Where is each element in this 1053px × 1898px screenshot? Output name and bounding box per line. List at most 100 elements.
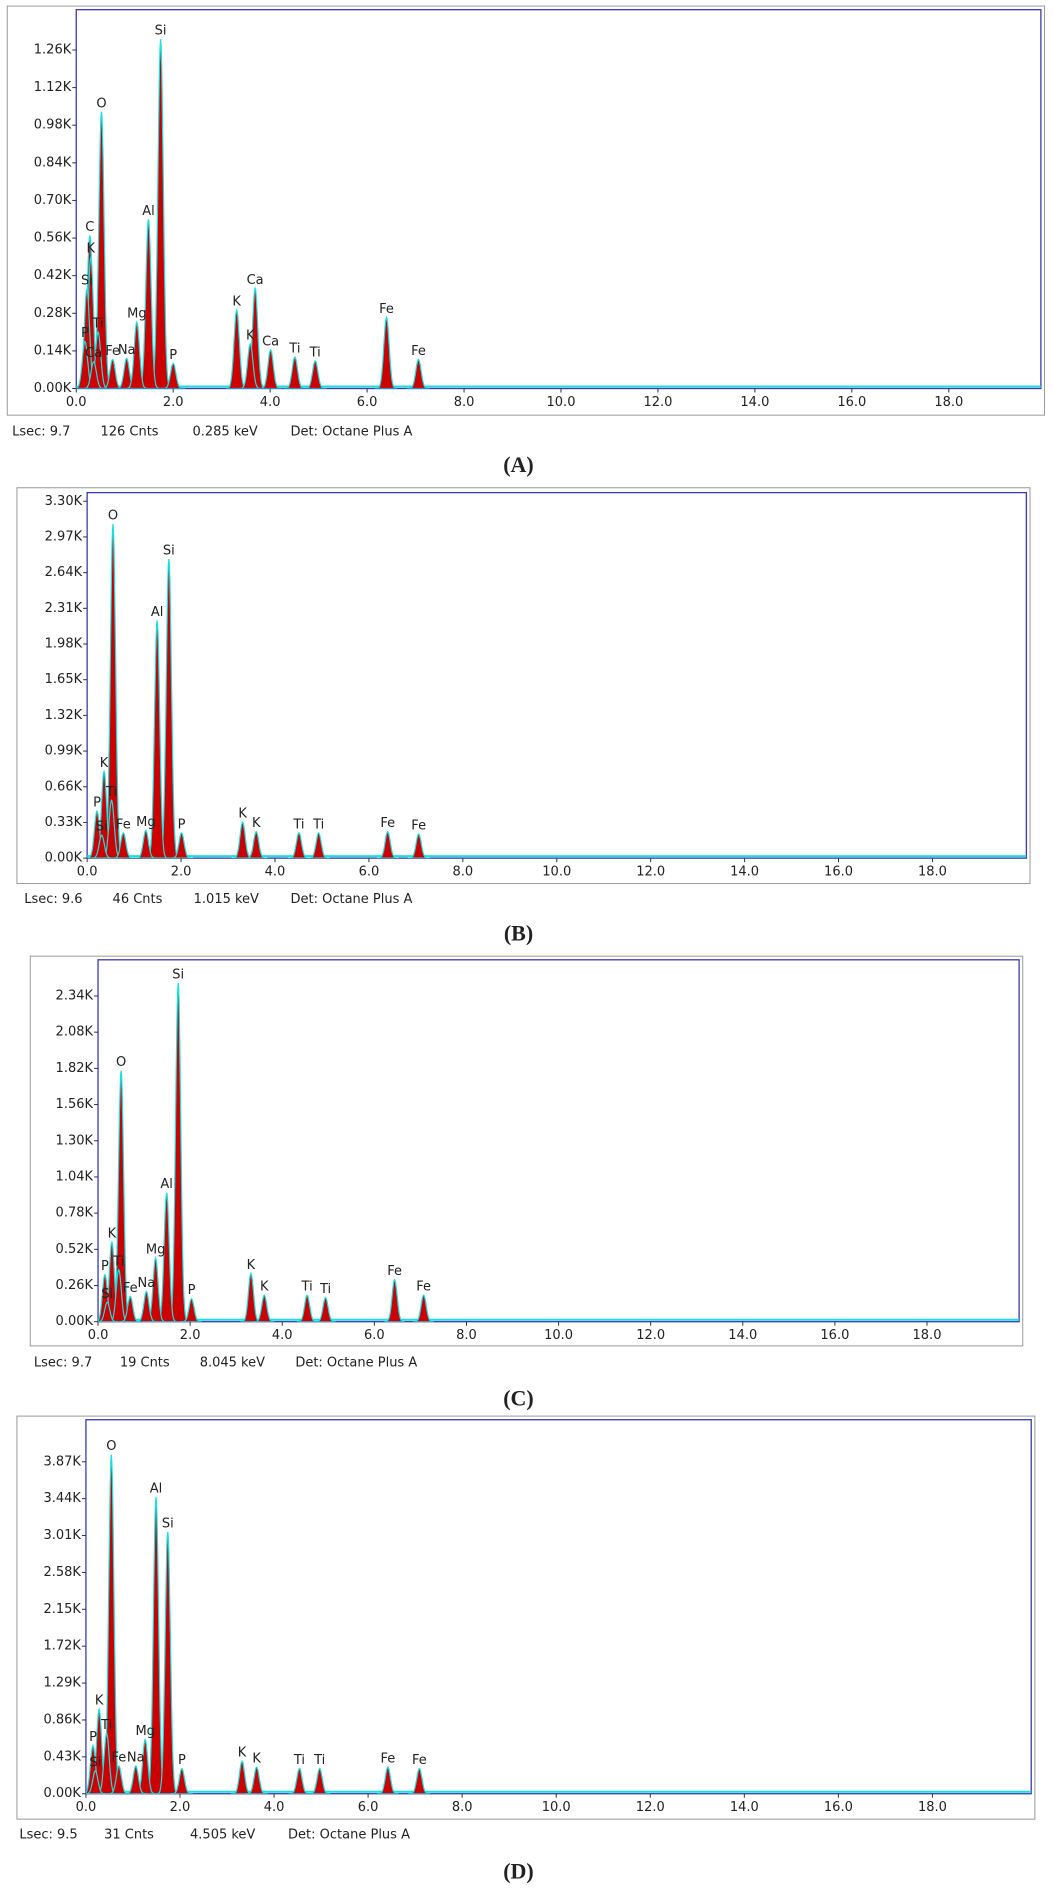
peak [90,834,113,859]
y-tick-label: 0.78K [56,1206,94,1221]
footer-energy: 8.045 keV [200,1355,265,1370]
peak [245,1766,268,1794]
panel-frame [16,1415,1036,1820]
footer-lsec: Lsec: 9.5 [19,1827,77,1842]
spectrum-panel: 0.00K 0.33K 0.66K 0.99K 1.32K 1.65K 1.98K 2.31K… [16,487,1031,946]
peak-label: C [85,220,94,235]
x-tick-label: 14.0 [728,1328,757,1343]
plot-frame [86,491,1028,859]
footer-detector: Det: Octane Plus A [290,892,412,907]
x-tick-label: 4.0 [265,865,286,880]
x-tick-label: 18.0 [918,865,947,880]
peak-label: P [89,1730,97,1745]
peak [287,831,311,859]
footer-energy: 0.285 keV [192,425,257,440]
y-tick-label: 3.01K [43,1528,81,1543]
y-tick-label: 2.64K [45,565,83,580]
peak-label: Ti [309,345,321,360]
peak-label: K [87,241,96,256]
footer-lsec: Lsec: 9.7 [34,1355,92,1370]
peak [303,359,327,389]
y-tick-label: 0.28K [34,306,72,321]
y-tick-label: 0.70K [34,193,72,208]
peak-label: Ti [312,817,324,832]
peak [245,830,268,859]
footer-counts: 126 Cnts [100,425,158,440]
x-tick-label: 8.0 [452,1800,473,1815]
panel-frame [16,487,1031,885]
peak-label: Mg [136,815,155,830]
footer-detector: Det: Octane Plus A [288,1827,410,1842]
peak-label: K [232,295,241,310]
y-tick-label: 2.34K [56,988,94,1003]
peak-label: Mg [146,1242,165,1257]
peak-label: Ti [301,1280,313,1295]
spectrum-panel: 0.00K 0.14K 0.28K 0.42K 0.56K 0.70K 0.84K 0.98K… [6,5,1046,477]
peak-label: Fe [111,1750,126,1765]
peak-label: Si [101,1287,113,1302]
peak-label: Fe [379,302,394,317]
peak-label: Ti [293,1753,305,1768]
peak-label: K [108,1227,117,1242]
peak-label: P [93,796,101,811]
peak-label: Fe [411,344,426,359]
spectrum-panel: 0.00K 0.43K 0.86K 1.29K 1.72K 2.15K 2.58K 3.01K… [16,1415,1036,1884]
x-tick-label: 14.0 [740,395,769,410]
x-tick-label: 12.0 [643,395,672,410]
peak-label: P [188,1283,196,1298]
x-tick-label: 16.0 [837,395,866,410]
footer-energy: 1.015 keV [194,892,259,907]
peak-label: Si [162,1516,174,1531]
x-tick-label: 10.0 [547,395,576,410]
y-tick-label: 1.04K [56,1169,94,1184]
x-tick-label: 6.0 [357,395,378,410]
y-tick-label: 2.31K [45,601,83,616]
x-tick-label: 2.0 [170,1800,191,1815]
peak [85,1769,107,1794]
peak-label: Ti [100,1718,112,1733]
peak-label: Fe [411,819,426,834]
peak-label: P [178,1753,186,1768]
x-tick-label: 4.0 [260,395,281,410]
peak-label: K [95,1694,104,1709]
peak [134,829,158,859]
x-tick-label: 2.0 [163,395,184,410]
peak-label: Si [81,274,93,289]
peak-label: K [247,1258,256,1273]
footer-counts: 31 Cnts [104,1827,154,1842]
peak [412,1294,434,1322]
peak [82,360,107,389]
y-tick-label: 3.87K [43,1454,81,1469]
x-tick-label: 10.0 [544,1328,573,1343]
peaks [98,982,1020,1322]
peak-label: Al [151,605,164,620]
plot-frame [97,959,1020,1323]
peak-label: Al [160,1177,173,1192]
peak [156,1531,179,1794]
peak-label: O [116,1055,126,1070]
peak-label: P [101,1259,109,1274]
peak-label: K [100,756,109,771]
y-tick-label: 1.26K [34,42,72,57]
peak-label: K [252,1752,261,1767]
peak-label: K [246,328,255,343]
y-tick-label: 0.98K [34,118,72,133]
panel-frame [6,5,1046,416]
peak-label: Fe [105,344,120,359]
peak-label: O [108,508,118,523]
peak-label: Ti [288,342,300,357]
y-tick-label: 0.52K [56,1242,94,1257]
peak [160,362,187,389]
y-tick-label: 1.56K [56,1097,94,1112]
x-tick-label: 2.0 [180,1328,201,1343]
x-tick-label: 6.0 [358,1800,379,1815]
peak [315,1296,336,1322]
x-tick-label: 12.0 [636,865,665,880]
y-tick-label: 0.43K [43,1749,81,1764]
peak-label: O [96,96,106,111]
peak [258,348,282,389]
peak-label: K [252,816,261,831]
y-tick-label: 2.15K [43,1602,81,1617]
y-tick-label: 1.98K [45,637,83,652]
x-tick-label: 10.0 [542,865,571,880]
